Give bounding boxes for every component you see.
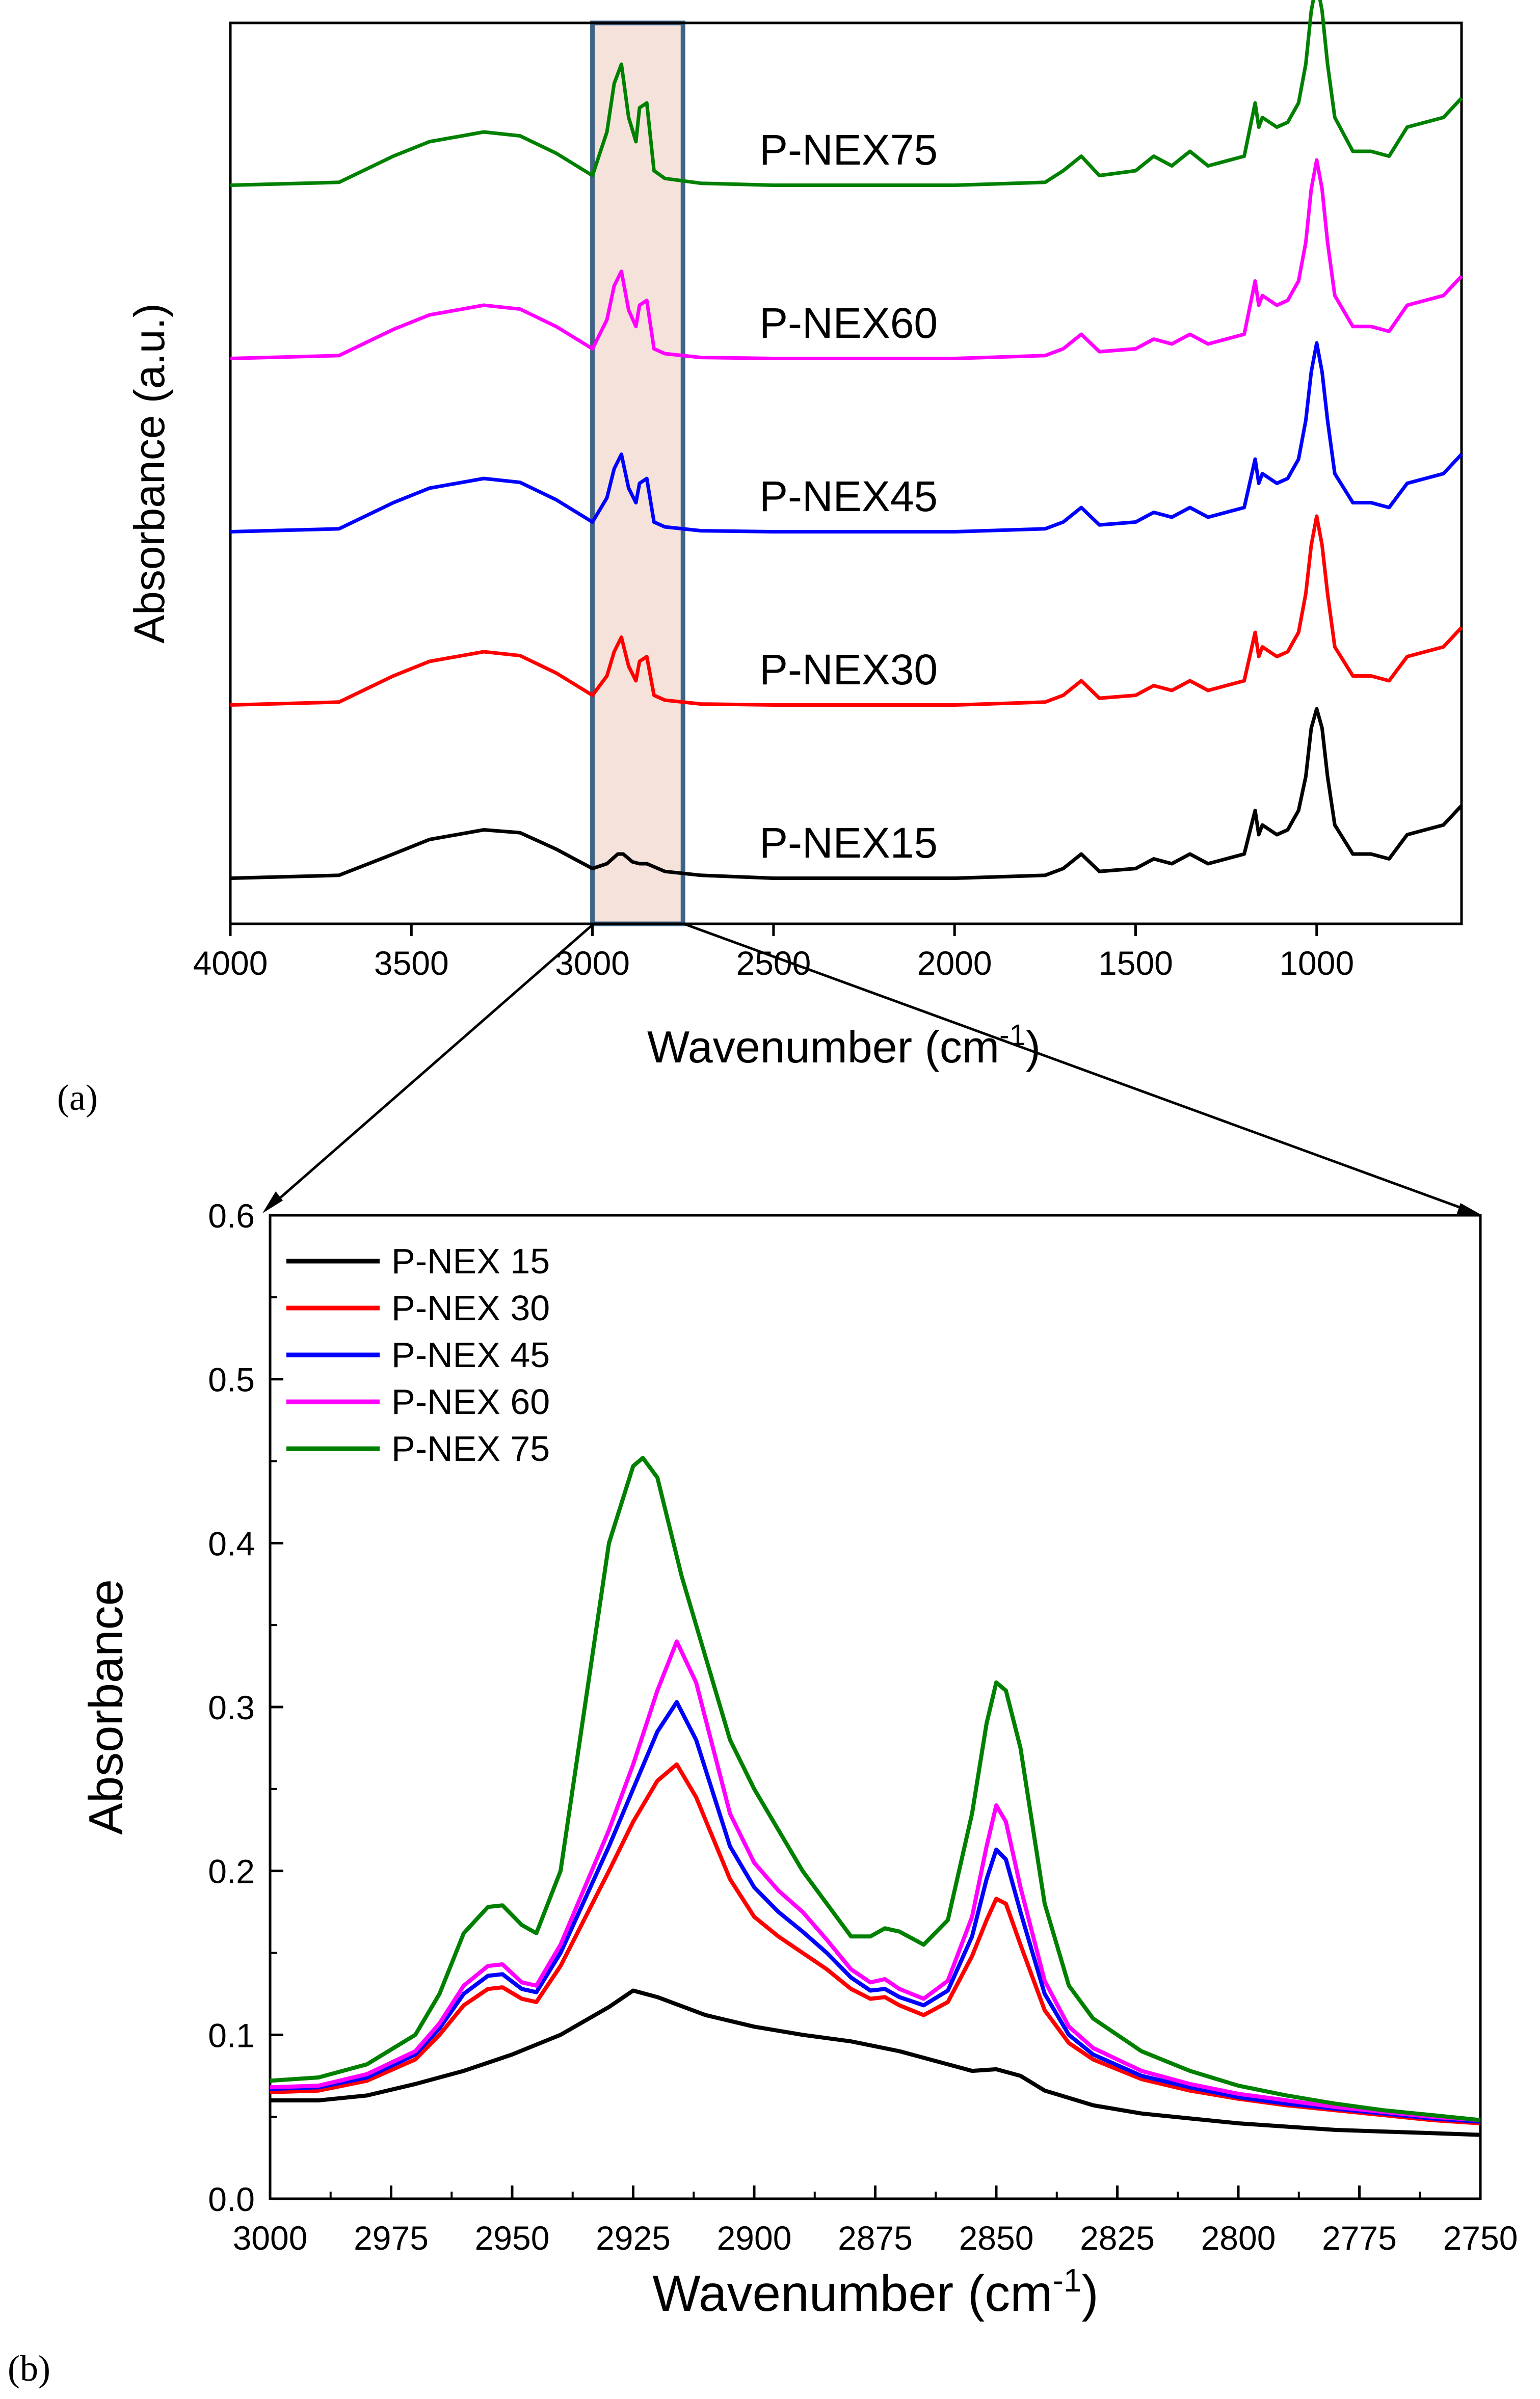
connector-arrow-left: [269, 923, 595, 1208]
x-tick-label-a-3500: 3500: [374, 944, 449, 982]
connector-arrow-right: [683, 922, 1468, 1212]
x-tick-label-a-4000: 4000: [193, 944, 268, 982]
series-line-a-p-nex75: [230, 0, 1463, 187]
x-tick-label-b-2800: 2800: [1201, 2219, 1276, 2257]
series-line-a-p-nex15: [230, 707, 1463, 880]
x-axis-ticks-a: 4000 3500 3000 2500 2000 1500 1000: [193, 924, 1354, 982]
y-tick-label-b-1: 0.1: [208, 2016, 255, 2054]
legend-label-p-nex75: P-NEX 75: [391, 1429, 550, 1469]
y-tick-label-b-0: 0.0: [208, 2180, 255, 2218]
panel-label-b: (b): [8, 2348, 50, 2389]
series-label-a-p-nex30: P-NEX30: [759, 646, 938, 694]
y-tick-label-b-4: 0.4: [208, 1525, 255, 1562]
highlight-region: [590, 20, 685, 926]
series-label-a-p-nex45: P-NEX45: [759, 472, 938, 520]
x-tick-label-b-2975: 2975: [354, 2219, 429, 2257]
series-line-b-p-nex15: [270, 1988, 1481, 2137]
y-tick-label-b-5: 0.5: [208, 1361, 255, 1399]
series-line-b-p-nex60: [270, 1639, 1481, 2122]
series-label-a-p-nex60: P-NEX60: [759, 299, 938, 347]
series-labels-a: P-NEX15 P-NEX30 P-NEX45 P-NEX60 P-NEX75: [759, 126, 938, 867]
y-axis-title-b: Absorbance: [79, 1579, 132, 1835]
x-tick-label-b-3000: 3000: [233, 2219, 308, 2257]
panel-label-a: (a): [57, 1077, 98, 1118]
legend-b: P-NEX 15 P-NEX 30 P-NEX 45 P-NEX 60 P-NEX 75: [286, 1241, 550, 1469]
series-label-a-p-nex75: P-NEX75: [759, 126, 938, 174]
x-tick-label-b-2825: 2825: [1080, 2219, 1155, 2257]
series-line-a-p-nex30: [230, 514, 1463, 707]
x-tick-label-b-2875: 2875: [838, 2219, 913, 2257]
series-line-a-p-nex45: [230, 341, 1463, 534]
plot-frame-a: [229, 21, 1463, 925]
x-tick-label-b-2900: 2900: [717, 2219, 792, 2257]
legend-label-p-nex45: P-NEX 45: [391, 1335, 550, 1375]
y-axis-ticks-b: 0.0 0.1 0.2 0.3 0.4 0.5 0.6: [208, 1197, 283, 2218]
x-axis-ticks-b: 3000 2975 2950 2925 2900 2875 2850 2825 2800 2775…: [233, 2185, 1518, 2257]
arrowhead-left: [262, 1191, 283, 1213]
x-tick-label-b-2925: 2925: [596, 2219, 671, 2257]
x-tick-label-b-2750: 2750: [1443, 2219, 1518, 2257]
legend-label-p-nex15: P-NEX 15: [391, 1241, 550, 1281]
series-label-a-p-nex15: P-NEX15: [759, 819, 938, 867]
y-tick-label-b-2: 0.2: [208, 1853, 255, 1890]
series-line-b-p-nex45: [270, 1700, 1481, 2124]
x-tick-label-a-2500: 2500: [736, 944, 811, 982]
series-line-b-p-nex75: [270, 1456, 1481, 2122]
legend-label-p-nex60: P-NEX 60: [391, 1382, 550, 1422]
panel-a: P-NEX15 P-NEX30 P-NEX45 P-NEX60 P-NEX75 4000…: [57, 0, 1463, 1118]
legend-label-p-nex30: P-NEX 30: [391, 1288, 550, 1328]
x-axis-title-a: Wavenumber (cm-1): [647, 1019, 1041, 1072]
x-tick-label-a-3000: 3000: [555, 944, 630, 982]
x-tick-label-b-2950: 2950: [475, 2219, 550, 2257]
x-tick-label-b-2850: 2850: [959, 2219, 1034, 2257]
series-line-a-p-nex60: [230, 158, 1463, 360]
x-axis-title-b: Wavenumber (cm-1): [652, 2262, 1099, 2322]
x-tick-label-b-2775: 2775: [1322, 2219, 1397, 2257]
plot-frame-b: [269, 1214, 1482, 2200]
arrowhead-right: [1456, 1203, 1480, 1215]
y-tick-label-b-6: 0.6: [208, 1197, 255, 1235]
x-tick-label-a-1500: 1500: [1098, 944, 1173, 982]
x-tick-label-a-1000: 1000: [1279, 944, 1354, 982]
series-group-a: [230, 0, 1463, 880]
series-group-b: [270, 1456, 1481, 2137]
panel-b: 3000 2975 2950 2925 2900 2875 2850 2825 2800 2775…: [8, 1197, 1518, 2389]
x-tick-label-a-2000: 2000: [917, 944, 992, 982]
y-axis-title-a: Absorbance (a.u.): [125, 303, 173, 644]
y-tick-label-b-3: 0.3: [208, 1689, 255, 1726]
zoom-connector-arrows: [262, 922, 1480, 1215]
series-line-b-p-nex30: [270, 1762, 1481, 2125]
